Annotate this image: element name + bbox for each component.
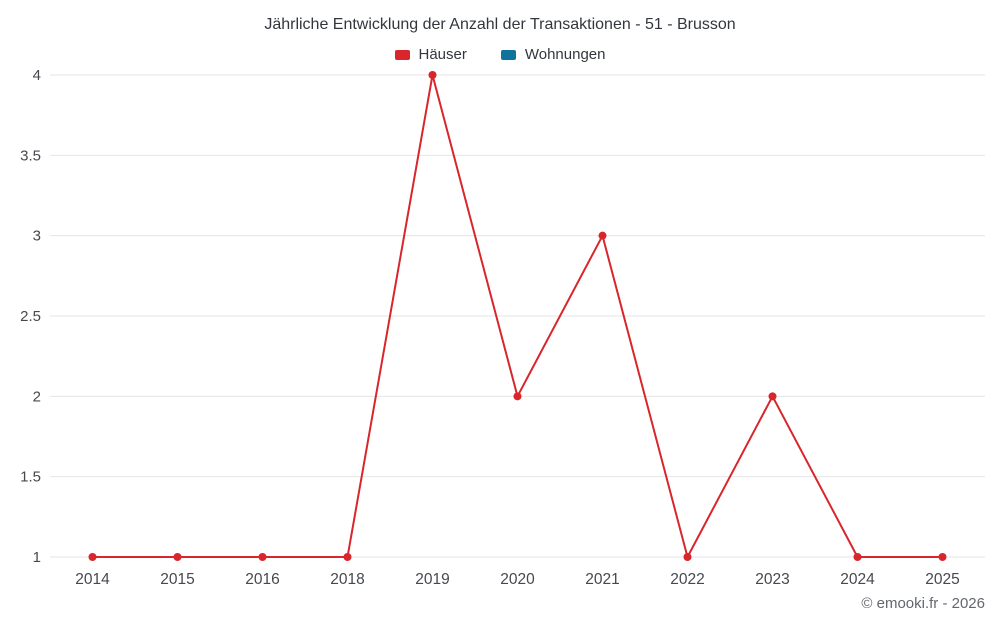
data-point-häuser <box>683 553 692 561</box>
attribution-text: © emooki.fr - 2026 <box>861 595 985 612</box>
x-tick-label: 2014 <box>75 571 110 588</box>
chart-legend: Häuser Wohnungen <box>0 46 1000 63</box>
data-point-häuser <box>258 553 267 561</box>
data-point-häuser <box>853 553 862 561</box>
y-tick-label: 1.5 <box>20 469 41 486</box>
x-tick-label: 2020 <box>500 571 535 588</box>
data-point-häuser <box>88 553 97 561</box>
data-point-häuser <box>343 553 352 561</box>
data-point-häuser <box>513 392 522 401</box>
x-tick-label: 2016 <box>245 571 279 588</box>
wohnungen-series-marker-icon <box>500 49 516 60</box>
x-tick-label: 2019 <box>415 571 449 588</box>
y-tick-label: 3 <box>33 228 41 245</box>
data-point-häuser <box>173 553 182 561</box>
y-tick-label: 2.5 <box>20 308 41 325</box>
y-tick-label: 1 <box>33 549 41 566</box>
chart-title: Jährliche Entwicklung der Anzahl der Tra… <box>264 16 736 33</box>
data-point-häuser <box>768 392 777 401</box>
legend-item-haeuser[interactable]: Häuser <box>394 46 467 63</box>
data-point-häuser <box>938 553 947 561</box>
data-point-häuser <box>598 231 607 240</box>
x-tick-label: 2023 <box>755 571 789 588</box>
y-tick-label: 2 <box>33 388 41 405</box>
legend-label-haeuser: Häuser <box>418 46 467 63</box>
legend-item-wohnungen[interactable]: Wohnungen <box>500 46 606 63</box>
x-tick-label: 2021 <box>585 571 619 588</box>
legend-label-wohnungen: Wohnungen <box>524 46 606 63</box>
y-tick-label: 4 <box>33 67 41 84</box>
data-point-häuser <box>428 71 437 79</box>
haeuser-series-marker-icon <box>394 49 410 60</box>
y-tick-label: 3.5 <box>20 147 41 164</box>
x-tick-label: 2025 <box>925 571 959 588</box>
x-tick-label: 2022 <box>670 571 704 588</box>
x-tick-label: 2018 <box>330 571 364 588</box>
x-tick-label: 2015 <box>160 571 194 588</box>
x-tick-label: 2024 <box>840 571 875 588</box>
